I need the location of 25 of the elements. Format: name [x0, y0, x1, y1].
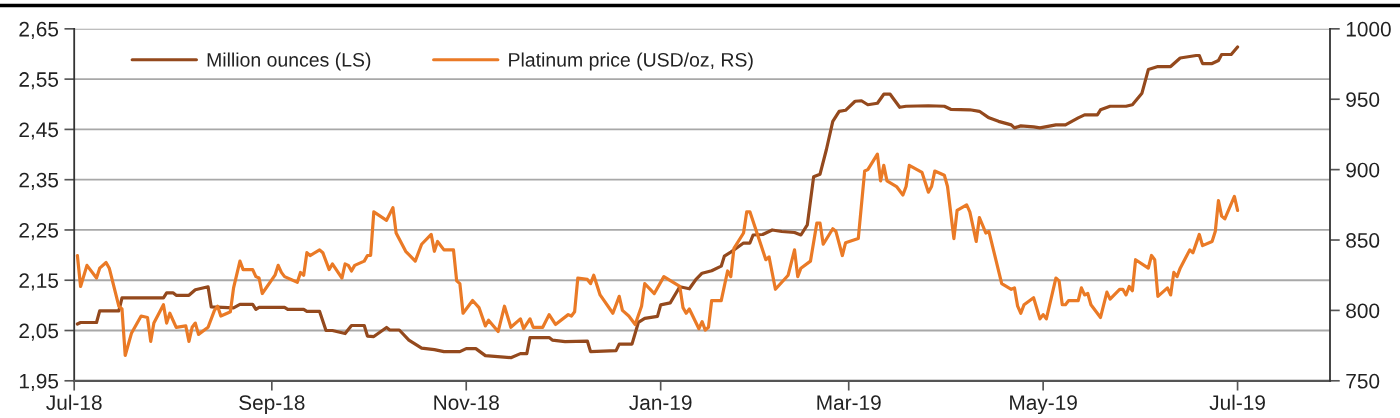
y2-tick-label: 800 — [1346, 303, 1380, 319]
x-tick-label: Jul-18 — [46, 394, 102, 410]
y-tick-label: 1,95 — [19, 373, 59, 392]
y-tick-label: 2,15 — [19, 273, 59, 291]
legend-label: Platinum price (USD/oz, RS) — [509, 52, 753, 71]
y-tick-label: 2,35 — [19, 172, 59, 190]
line-series — [75, 45, 1240, 360]
y-tick-label: 2,25 — [19, 222, 59, 241]
x-tick-label: Mar-19 — [817, 395, 881, 410]
y2-tick-label: 950 — [1346, 92, 1380, 107]
y2-tick-label: 850 — [1346, 233, 1380, 248]
x-tick-label: Nov-18 — [434, 395, 499, 410]
legend-label: Million ounces (LS) — [207, 52, 371, 71]
x-tick-label: May-19 — [1010, 395, 1077, 415]
y2-tick-label: 750 — [1346, 373, 1380, 389]
x-tick-label: Jan-19 — [629, 395, 692, 410]
y2-tick-label: 900 — [1346, 162, 1380, 178]
x-tick-label: Sep-18 — [239, 395, 305, 415]
x-tick-label: Jul-19 — [1209, 394, 1265, 410]
y-tick-label: 2,65 — [19, 21, 59, 40]
y-tick-label: 2,05 — [19, 323, 59, 341]
line-series — [75, 152, 1240, 358]
y-tick-label: 2,55 — [19, 72, 59, 90]
y-tick-label: 2,45 — [19, 122, 59, 140]
y2-tick-label: 1000 — [1346, 21, 1391, 37]
